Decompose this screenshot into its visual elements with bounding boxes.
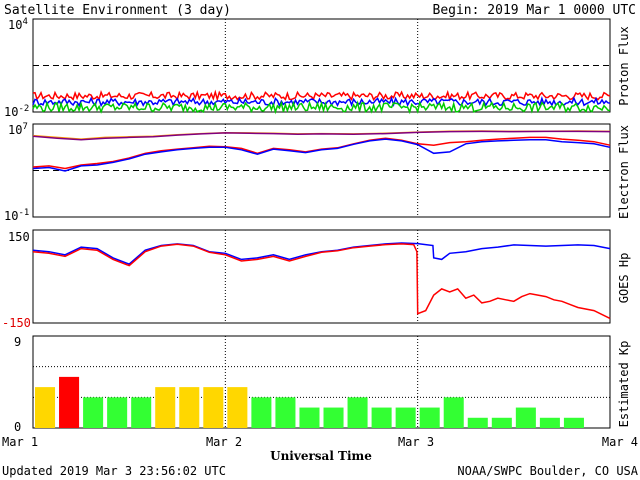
kp-bar-8 <box>203 387 224 428</box>
hp-ylabel: GOES Hp <box>617 253 631 304</box>
chart-title: Satellite Environment (3 day) <box>4 3 231 18</box>
kp-bar-15 <box>371 407 392 428</box>
goes_hp-series-2-line <box>32 243 611 320</box>
begin-time: Begin: 2019 Mar 1 0000 UTC <box>433 3 637 18</box>
kp-bar-2 <box>59 376 80 428</box>
kp-ytick-top: 9 <box>14 335 21 349</box>
updated-text: Updated 2019 Mar 3 23:56:02 UTC <box>2 464 226 478</box>
kp-bar-7 <box>179 387 200 428</box>
kp-bar-13 <box>323 407 344 428</box>
kp-bar-16 <box>395 407 416 428</box>
kp-bar-11 <box>275 397 296 428</box>
kp-frame <box>32 335 611 429</box>
kp-bar-10 <box>251 397 272 428</box>
kp-bar-20 <box>491 417 512 428</box>
kp-bar-4 <box>107 397 128 428</box>
electron-ylabel: Electron Flux <box>617 125 631 219</box>
kp-bar-9 <box>227 387 248 428</box>
goes_hp-series-1-line <box>32 242 611 265</box>
proton-ytick-top: 104 <box>8 17 28 32</box>
electron-series-4-line <box>32 138 611 172</box>
hp-panel: 150 -150 GOES Hp <box>2 229 631 330</box>
kp-bar-17 <box>419 407 440 428</box>
hp-ytick-bottom: -150 <box>2 316 31 330</box>
electron-series-3-line <box>32 136 611 170</box>
kp-panel: 9 0 Estimated Kp <box>14 335 631 434</box>
proton-panel: 104 10-2 Proton Flux <box>4 17 631 119</box>
proton-marks <box>32 19 611 115</box>
kp-bar-22 <box>539 417 560 428</box>
proton-ylabel: Proton Flux <box>617 26 631 105</box>
electron-marks <box>32 124 611 217</box>
kp-bar-18 <box>443 397 464 428</box>
electron-panel: 107 10-1 Electron Flux <box>4 122 631 223</box>
hp-ytick-top: 150 <box>8 230 30 244</box>
electron-series-2-line <box>32 130 611 141</box>
kp-bar-21 <box>515 407 536 428</box>
kp-ylabel: Estimated Kp <box>617 341 631 428</box>
kp-bar-14 <box>347 397 368 428</box>
kp-bar-19 <box>467 417 488 428</box>
proton-series-3-line <box>32 100 611 115</box>
kp-marks <box>33 336 610 428</box>
kp-bar-23 <box>563 417 584 428</box>
xtick-mar1: Mar 1 <box>2 435 38 449</box>
kp-bar-6 <box>155 387 176 428</box>
kp-bar-3 <box>83 397 104 428</box>
electron-ytick-top: 107 <box>8 122 28 137</box>
hp-marks <box>32 230 611 323</box>
source-text: NOAA/SWPC Boulder, CO USA <box>457 464 638 478</box>
xtick-mar4: Mar 4 <box>602 435 638 449</box>
kp-bar-12 <box>299 407 320 428</box>
kp-bar-5 <box>131 397 152 428</box>
x-axis-label: Universal Time <box>270 449 372 463</box>
xtick-mar2: Mar 2 <box>206 435 242 449</box>
electron-ytick-bottom: 10-1 <box>4 208 29 223</box>
proton-series-1-line <box>32 89 611 103</box>
kp-ytick-bottom: 0 <box>14 420 21 434</box>
xtick-mar3: Mar 3 <box>398 435 434 449</box>
kp-bar-1 <box>35 387 56 428</box>
hp-frame <box>32 229 611 324</box>
proton-ytick-bottom: 10-2 <box>4 104 29 119</box>
